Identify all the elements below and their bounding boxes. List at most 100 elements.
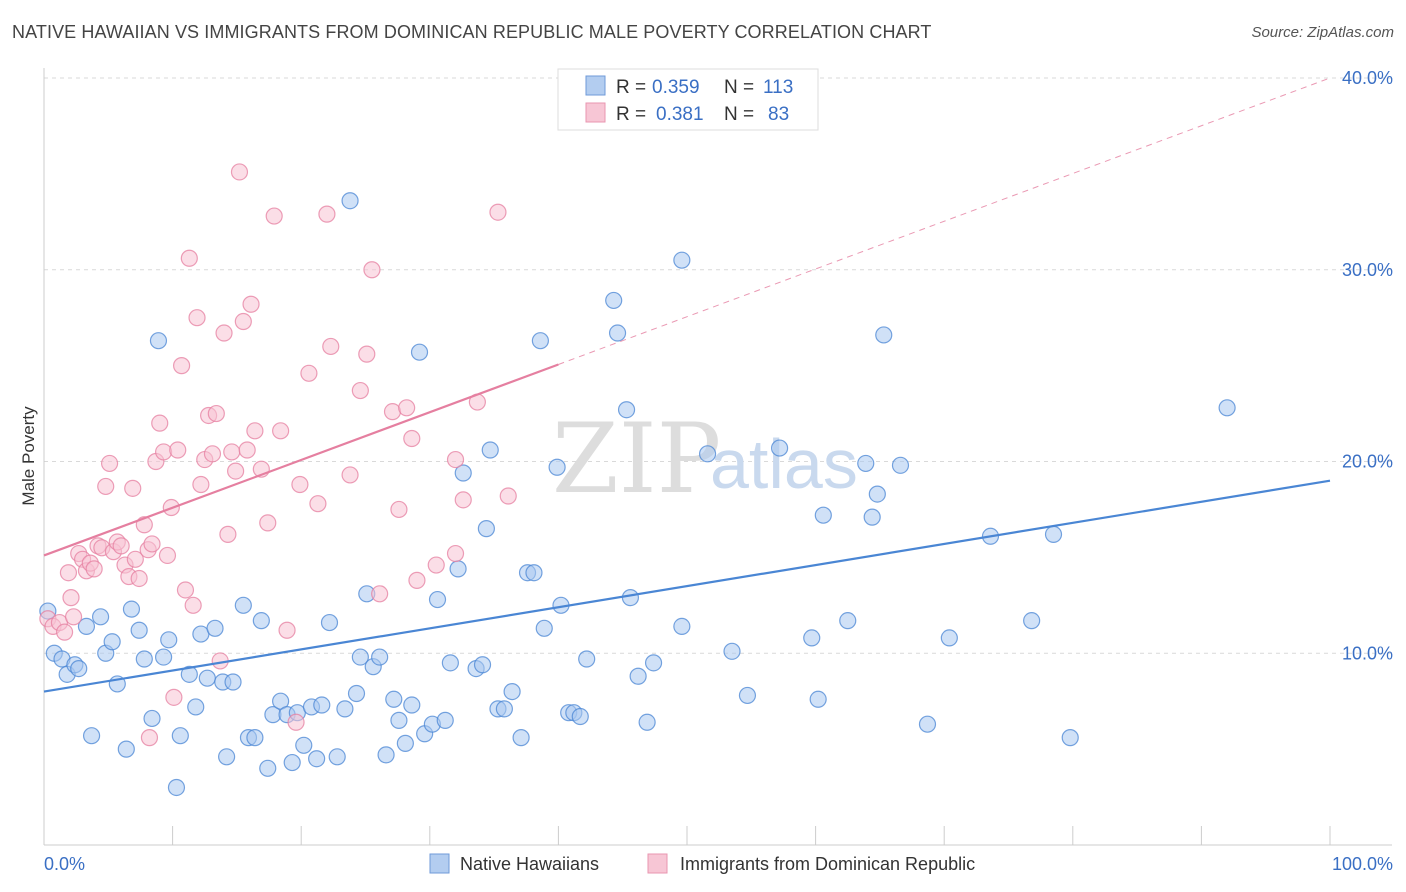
legend-n-label-blue: N = xyxy=(724,77,754,98)
point-s0-10 xyxy=(103,633,121,651)
correlation-legend: R = 0.359 N = 113 R = 0.381 N = 83 xyxy=(557,68,819,131)
point-s1-72 xyxy=(398,399,416,417)
point-s1-35 xyxy=(176,581,195,599)
bottom-legend-swatch-blue xyxy=(429,853,450,874)
point-s0-92 xyxy=(673,617,691,636)
x-tick-label-1: 100.0% xyxy=(1332,854,1393,874)
point-s1-3 xyxy=(55,623,74,641)
point-s0-112 xyxy=(1218,399,1236,417)
point-s0-75 xyxy=(525,564,543,582)
point-s1-30 xyxy=(158,546,177,565)
point-s1-57 xyxy=(272,422,290,440)
point-s1-77 xyxy=(454,491,472,509)
point-s0-102 xyxy=(863,508,881,526)
trend-line-s0 xyxy=(43,479,1331,693)
point-s1-6 xyxy=(64,608,83,626)
trend-line-s1-solid xyxy=(43,363,559,557)
point-s1-23 xyxy=(130,569,148,588)
point-s1-62 xyxy=(309,495,327,513)
point-s1-71 xyxy=(390,500,408,519)
y-axis-title: Male Poverty xyxy=(19,406,38,506)
x-tick-labels: 0.0% 100.0% xyxy=(44,854,1393,874)
point-s0-19 xyxy=(160,631,178,649)
point-s1-33 xyxy=(169,441,187,459)
point-s1-82 xyxy=(140,729,159,747)
point-s0-67 xyxy=(473,656,492,674)
y-tick-label-0: 10.0% xyxy=(1342,643,1393,663)
trend-lines xyxy=(43,77,1331,693)
point-s0-72 xyxy=(503,682,521,701)
point-s0-38 xyxy=(283,753,301,772)
point-s0-83 xyxy=(578,650,596,668)
point-s1-55 xyxy=(259,514,277,532)
point-s0-6 xyxy=(77,617,96,636)
point-s1-14 xyxy=(97,477,115,496)
watermark: ZIP atlas xyxy=(552,403,858,515)
point-s1-5 xyxy=(62,589,80,607)
point-s0-46 xyxy=(336,700,354,718)
point-s1-69 xyxy=(371,585,389,603)
point-s1-36 xyxy=(180,249,198,267)
point-s0-5 xyxy=(70,659,88,678)
legend-n-value-pink: 83 xyxy=(768,104,789,125)
point-s0-17 xyxy=(149,332,168,350)
point-s0-84 xyxy=(605,291,623,310)
series-legend: Native Hawaiians Immigrants from Dominic… xyxy=(429,853,975,874)
point-s0-71 xyxy=(495,700,513,718)
point-s0-64 xyxy=(449,560,467,578)
point-s1-70 xyxy=(383,403,402,421)
point-s0-42 xyxy=(308,750,326,768)
point-s0-69 xyxy=(481,441,499,459)
point-s0-61 xyxy=(428,590,447,609)
point-s0-14 xyxy=(130,621,148,639)
point-s0-110 xyxy=(1044,525,1063,543)
point-s0-68 xyxy=(477,520,495,538)
point-s1-39 xyxy=(192,475,210,494)
point-s0-109 xyxy=(1023,612,1041,630)
point-s1-81 xyxy=(446,450,465,469)
point-s0-88 xyxy=(629,667,647,685)
point-s0-87 xyxy=(621,589,640,607)
point-s1-15 xyxy=(100,454,119,473)
point-s1-42 xyxy=(203,445,222,463)
point-s0-101 xyxy=(857,454,875,473)
point-s0-12 xyxy=(117,740,135,758)
point-s0-105 xyxy=(891,456,910,474)
point-s0-55 xyxy=(390,711,408,729)
point-s0-23 xyxy=(187,698,205,716)
point-s0-58 xyxy=(410,343,429,361)
point-s1-74 xyxy=(408,571,426,589)
point-s0-18 xyxy=(154,648,173,666)
point-s1-50 xyxy=(234,312,252,331)
point-s0-65 xyxy=(454,464,472,482)
point-s1-60 xyxy=(291,475,309,494)
x-tick-label-0: 0.0% xyxy=(44,854,85,874)
point-s1-51 xyxy=(238,441,256,459)
point-s1-58 xyxy=(278,621,296,639)
point-s1-63 xyxy=(318,205,336,223)
gridlines xyxy=(44,77,1392,654)
point-s1-21 xyxy=(124,479,142,497)
point-s0-97 xyxy=(803,629,821,647)
point-s0-28 xyxy=(218,748,236,766)
point-s1-22 xyxy=(126,550,144,568)
point-s1-4 xyxy=(59,564,78,582)
point-s0-45 xyxy=(328,748,346,766)
point-s1-75 xyxy=(427,556,445,574)
point-s1-66 xyxy=(351,381,369,400)
point-s0-99 xyxy=(814,506,832,524)
source-label: Source: ZipAtlas.com xyxy=(1251,24,1394,41)
point-s1-28 xyxy=(151,414,169,432)
point-s0-90 xyxy=(644,654,663,672)
point-s1-26 xyxy=(143,535,161,553)
point-s0-13 xyxy=(122,600,141,618)
point-s1-64 xyxy=(322,337,340,356)
point-s0-43 xyxy=(313,696,331,714)
point-s0-22 xyxy=(180,665,198,683)
legend-r-value-pink: 0.381 xyxy=(656,104,704,125)
legend-r-label-pink: R = xyxy=(616,104,646,125)
point-s0-100 xyxy=(839,612,857,630)
point-s1-48 xyxy=(227,462,245,480)
bottom-legend-label-blue: Native Hawaiians xyxy=(460,854,599,874)
